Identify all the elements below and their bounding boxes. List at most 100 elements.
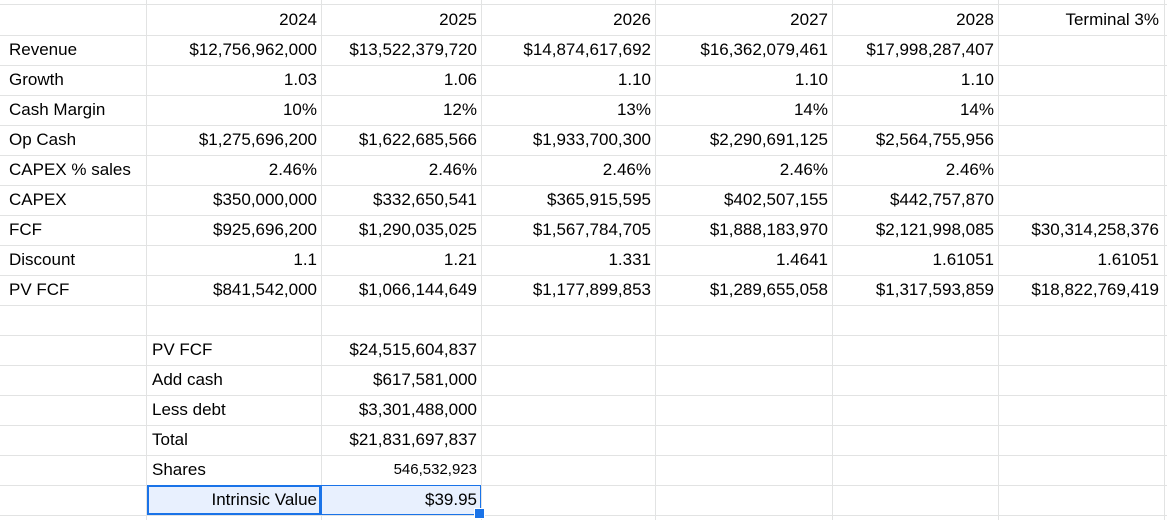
value-cell[interactable]: $17,998,287,407	[866, 40, 994, 59]
summary-label[interactable]: Total	[152, 430, 188, 449]
value-cell[interactable]: $1,290,035,025	[358, 220, 477, 239]
grid-col-line	[1164, 0, 1165, 520]
selected-cell-range-value[interactable]	[321, 485, 481, 515]
summary-value[interactable]: $3,301,488,000	[358, 400, 477, 419]
value-cell[interactable]: 2.46%	[779, 160, 828, 179]
grid-col-line	[998, 0, 999, 520]
summary-label[interactable]: Add cash	[152, 370, 223, 389]
value-cell[interactable]: 12%	[442, 100, 477, 119]
value-cell[interactable]: 1.61051	[1097, 250, 1159, 269]
grid-col-line	[146, 0, 147, 520]
year-header-2028[interactable]: 2028	[956, 10, 994, 29]
grid-row-line	[0, 455, 1167, 456]
value-cell[interactable]: $332,650,541	[373, 190, 477, 209]
year-header-2027[interactable]: 2027	[790, 10, 828, 29]
value-cell[interactable]: $1,275,696,200	[198, 130, 317, 149]
grid-row-line	[0, 125, 1167, 126]
value-cell[interactable]: 1.4641	[776, 250, 828, 269]
value-cell[interactable]: $350,000,000	[213, 190, 317, 209]
value-cell[interactable]: $1,317,593,859	[875, 280, 994, 299]
grid-col-line	[321, 0, 322, 520]
summary-value[interactable]: $617,581,000	[373, 370, 477, 389]
summary-value[interactable]: 546,532,923	[393, 461, 477, 478]
value-cell[interactable]: 13%	[616, 100, 651, 119]
terminal-header[interactable]: Terminal 3%	[1065, 10, 1159, 29]
row-label[interactable]: CAPEX % sales	[9, 160, 131, 179]
value-cell[interactable]: $925,696,200	[213, 220, 317, 239]
summary-label[interactable]: Shares	[152, 460, 206, 479]
summary-label[interactable]: PV FCF	[152, 340, 213, 359]
fill-handle[interactable]	[474, 508, 485, 519]
grid-row-line	[0, 395, 1167, 396]
row-label[interactable]: CAPEX	[9, 190, 67, 209]
value-cell[interactable]: $18,822,769,419	[1031, 280, 1159, 299]
value-cell[interactable]: 1.10	[617, 70, 651, 89]
value-cell[interactable]: $402,507,155	[724, 190, 828, 209]
value-cell[interactable]: 1.331	[608, 250, 651, 269]
value-cell[interactable]: $1,066,144,649	[358, 280, 477, 299]
grid-row-line	[0, 425, 1167, 426]
selected-cell-range[interactable]	[147, 485, 321, 515]
grid-row-line	[0, 485, 1167, 486]
value-cell[interactable]: $1,177,899,853	[532, 280, 651, 299]
grid-row-line	[0, 245, 1167, 246]
value-cell[interactable]: $30,314,258,376	[1031, 220, 1159, 239]
value-cell[interactable]: $2,564,755,956	[875, 130, 994, 149]
summary-value[interactable]: $24,515,604,837	[349, 340, 477, 359]
value-cell[interactable]: $14,874,617,692	[523, 40, 651, 59]
value-cell[interactable]: $1,567,784,705	[532, 220, 651, 239]
row-label[interactable]: Revenue	[9, 40, 78, 59]
grid-row-line	[0, 35, 1167, 36]
value-cell[interactable]: 1.10	[794, 70, 828, 89]
value-cell[interactable]: $2,290,691,125	[709, 130, 828, 149]
grid-col-line	[655, 0, 656, 520]
value-cell[interactable]: $1,289,655,058	[709, 280, 828, 299]
value-cell[interactable]: 1.61051	[932, 250, 994, 269]
grid-col-line	[481, 0, 482, 520]
value-cell[interactable]: 1.1	[293, 250, 317, 269]
value-cell[interactable]: 1.21	[443, 250, 477, 269]
intrinsic-value[interactable]: $39.95	[425, 490, 477, 509]
value-cell[interactable]: $1,622,685,566	[358, 130, 477, 149]
year-header-2026[interactable]: 2026	[613, 10, 651, 29]
year-header-2024[interactable]: 2024	[279, 10, 317, 29]
value-cell[interactable]: 2.46%	[268, 160, 317, 179]
year-header-2025[interactable]: 2025	[439, 10, 477, 29]
row-label[interactable]: FCF	[9, 220, 43, 239]
value-cell[interactable]: $841,542,000	[213, 280, 317, 299]
value-cell[interactable]: 2.46%	[428, 160, 477, 179]
row-label[interactable]: Growth	[9, 70, 64, 89]
grid-row-line	[0, 275, 1167, 276]
row-label[interactable]: PV FCF	[9, 280, 70, 299]
value-cell[interactable]: $442,757,870	[890, 190, 994, 209]
value-cell[interactable]: $12,756,962,000	[189, 40, 317, 59]
value-cell[interactable]: $2,121,998,085	[875, 220, 994, 239]
row-label[interactable]: Op Cash	[9, 130, 77, 149]
value-cell[interactable]: 10%	[282, 100, 317, 119]
value-cell[interactable]: $1,933,700,300	[532, 130, 651, 149]
row-label[interactable]: Cash Margin	[9, 100, 106, 119]
value-cell[interactable]: 14%	[959, 100, 994, 119]
value-cell[interactable]: 2.46%	[945, 160, 994, 179]
grid-row-line	[0, 335, 1167, 336]
value-cell[interactable]: 2.46%	[602, 160, 651, 179]
grid-row-line	[0, 305, 1167, 306]
value-cell[interactable]: 1.03	[283, 70, 317, 89]
value-cell[interactable]: $13,522,379,720	[349, 40, 477, 59]
value-cell[interactable]: $16,362,079,461	[700, 40, 828, 59]
value-cell[interactable]: 14%	[793, 100, 828, 119]
value-cell[interactable]: 1.10	[960, 70, 994, 89]
row-label[interactable]: Discount	[9, 250, 76, 269]
summary-label[interactable]: Less debt	[152, 400, 226, 419]
summary-value[interactable]: $21,831,697,837	[349, 430, 477, 449]
value-cell[interactable]: $1,888,183,970	[709, 220, 828, 239]
grid-col-line	[832, 0, 833, 520]
grid-row-line	[0, 215, 1167, 216]
grid-row-line	[0, 515, 1167, 516]
value-cell[interactable]: 1.06	[443, 70, 477, 89]
grid-row-line	[0, 185, 1167, 186]
intrinsic-value-label[interactable]: Intrinsic Value	[211, 490, 317, 509]
value-cell[interactable]: $365,915,595	[547, 190, 651, 209]
grid-row-line	[0, 65, 1167, 66]
